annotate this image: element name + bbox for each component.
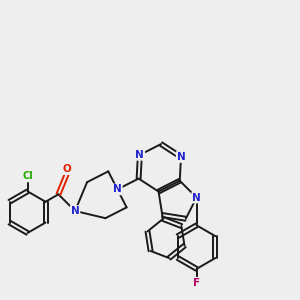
Text: F: F [193,278,200,288]
Text: N: N [71,206,80,216]
Text: Cl: Cl [22,172,33,182]
Text: O: O [62,164,71,174]
Text: N: N [136,150,144,160]
Text: N: N [113,184,122,194]
Text: N: N [192,193,201,202]
Text: N: N [177,152,185,162]
